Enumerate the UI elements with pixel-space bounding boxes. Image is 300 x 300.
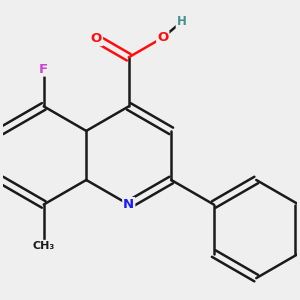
Text: O: O: [91, 32, 102, 45]
Text: CH₃: CH₃: [33, 241, 55, 251]
Text: F: F: [39, 63, 48, 76]
Text: O: O: [157, 31, 168, 44]
Text: N: N: [123, 198, 134, 211]
Text: H: H: [177, 15, 187, 28]
